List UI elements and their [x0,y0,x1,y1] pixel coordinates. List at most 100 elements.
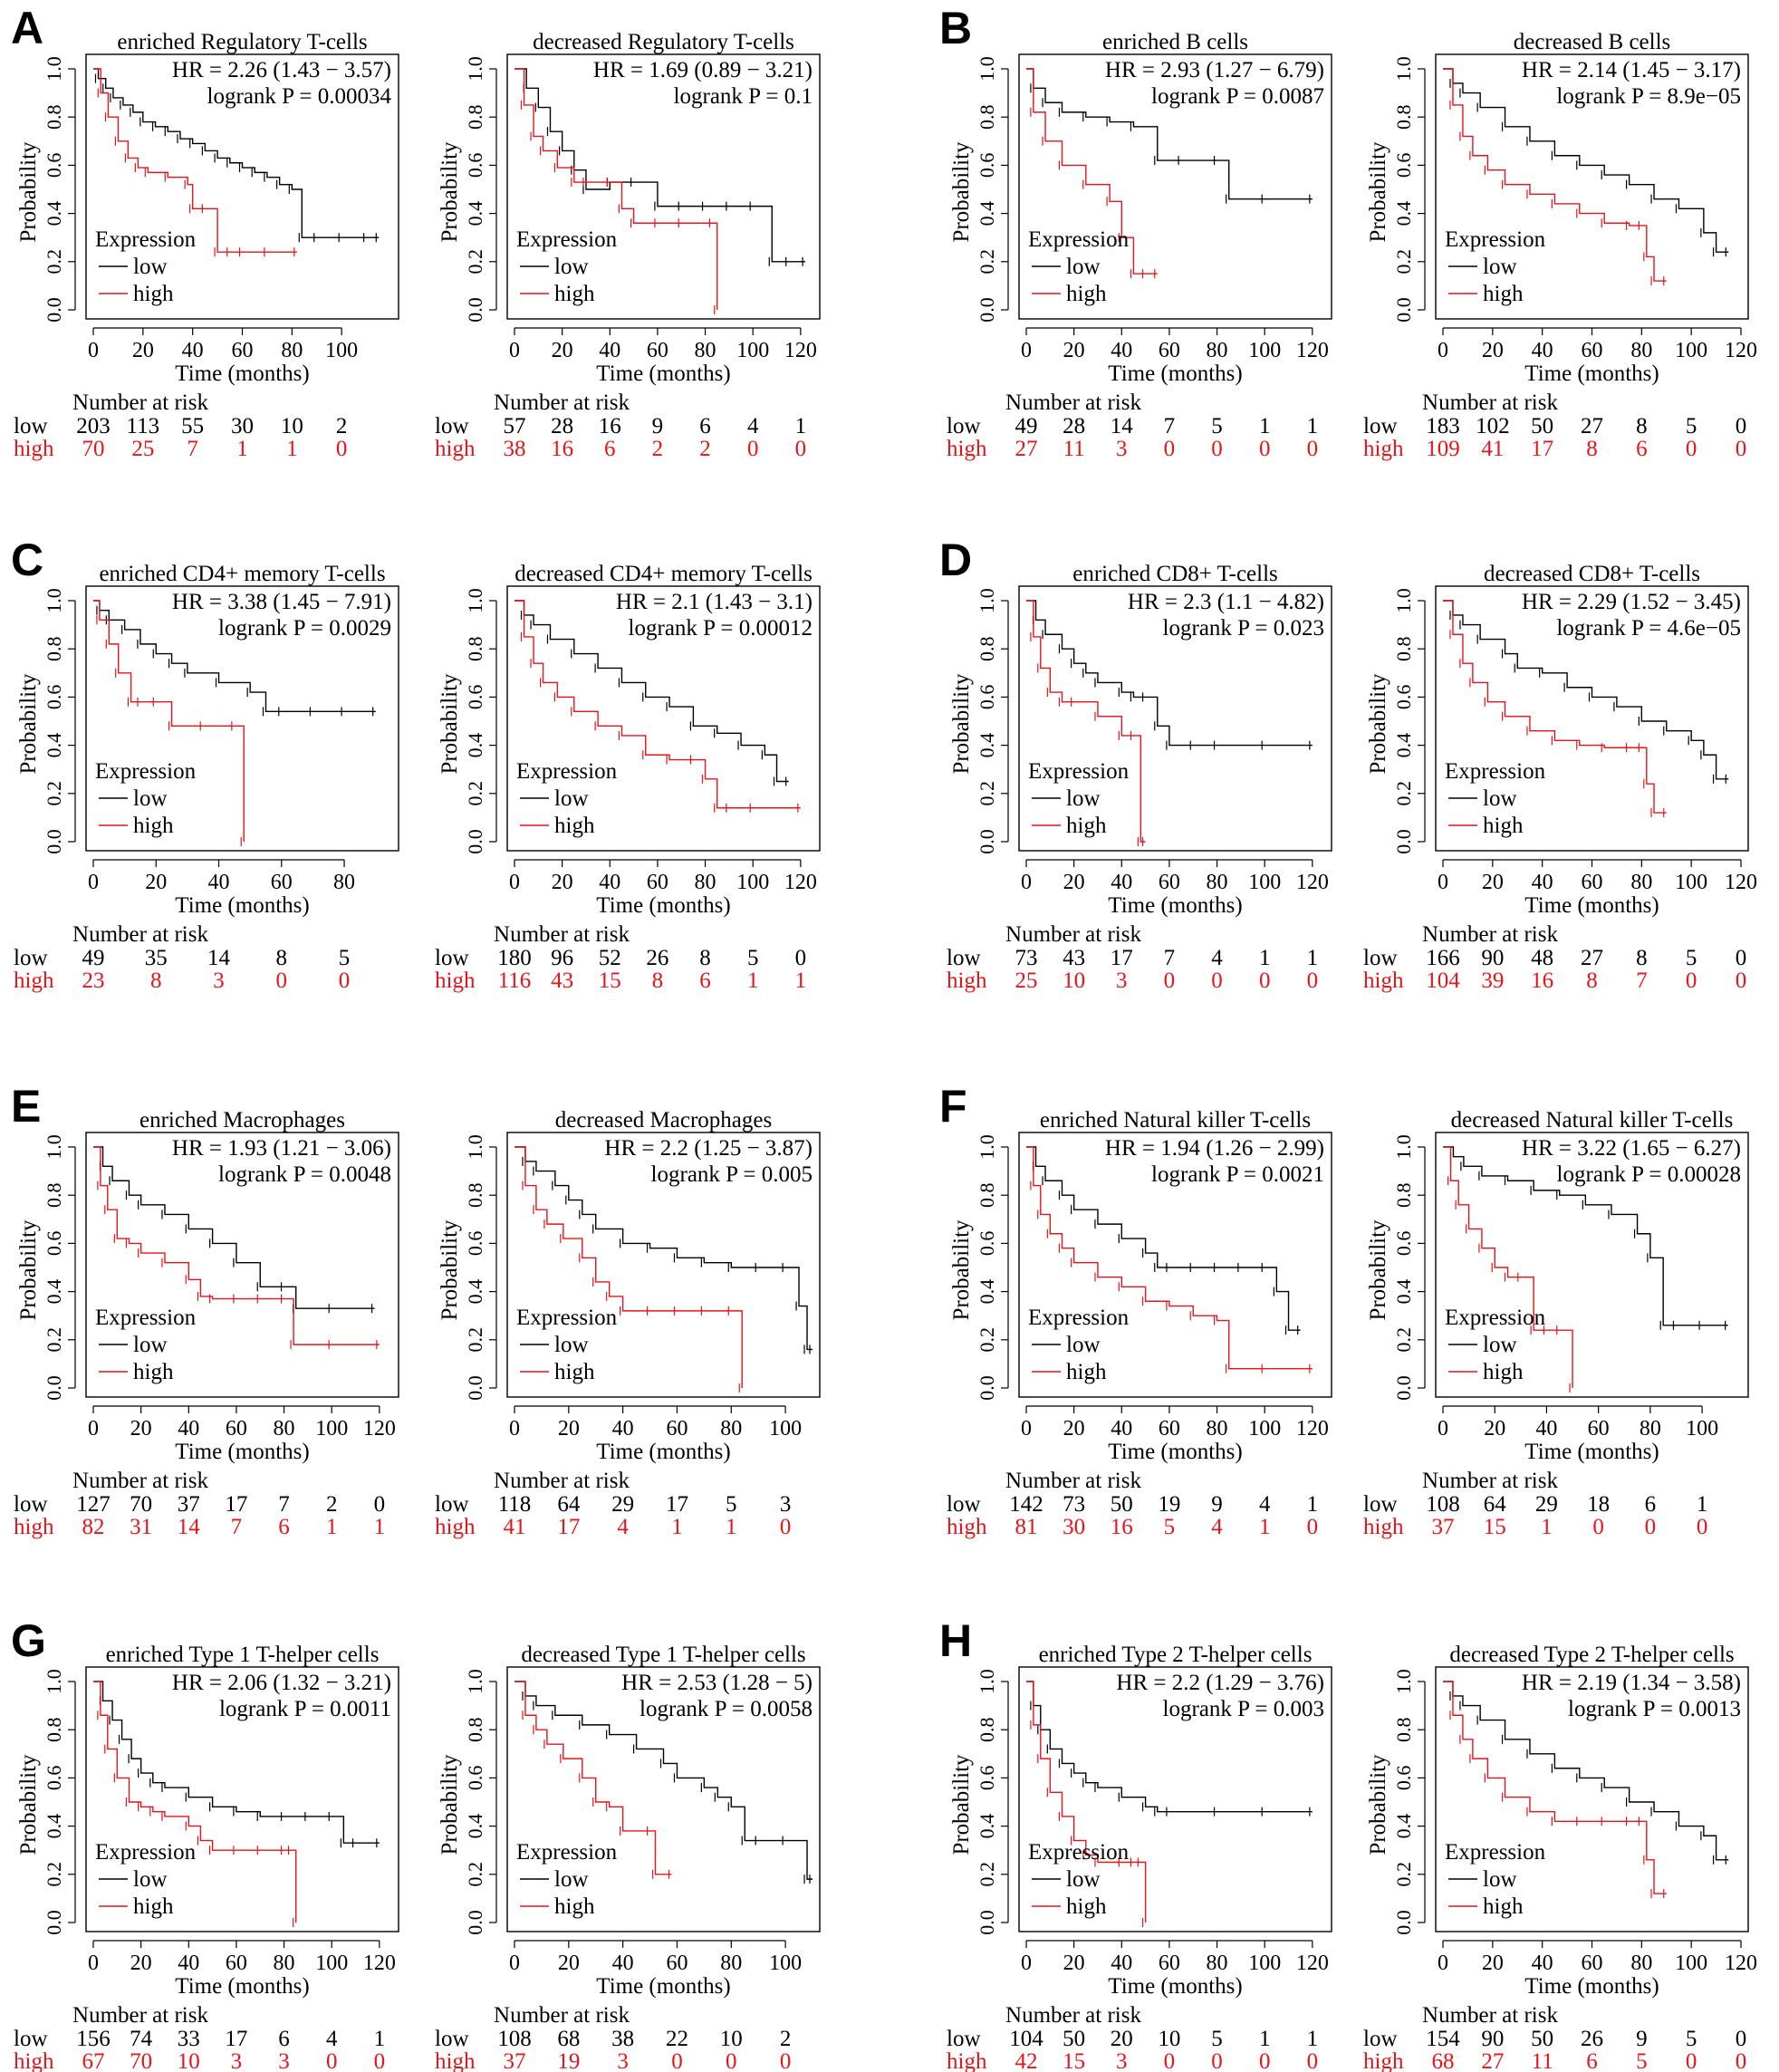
chart-title: enriched Natural killer T-cells [1040,1108,1311,1132]
risk-count-high: 0 [726,2049,737,2072]
risk-count-high: 7 [231,1515,243,1539]
chart-title: enriched CD8+ T-cells [1072,562,1278,586]
risk-count-high: 82 [82,1515,105,1539]
km-panel: decreased Macrophages HR = 2.2 (1.25 − 3.… [435,1108,821,1539]
y-tick-label: 0.2 [43,1862,65,1887]
y-axis-label: Probability [949,141,974,243]
y-tick-label: 0.0 [43,829,65,854]
y-tick-label: 0.0 [43,1910,65,1935]
y-tick-label: 0.4 [976,733,998,758]
risk-count-low: 127 [76,1492,111,1517]
risk-count-low: 19 [1158,1492,1180,1517]
risk-table-heading: Number at risk [494,922,630,947]
y-tick-label: 0.2 [1392,1862,1415,1887]
risk-count-low: 74 [130,2027,153,2051]
y-tick-label: 0.4 [976,1279,998,1305]
x-tick-label: 0 [509,339,520,362]
hazard-ratio: HR = 2.1 (1.43 − 3.1) [616,590,813,614]
plot-frame [85,1132,399,1398]
x-tick-label: 120 [1296,339,1329,362]
risk-count-low: 52 [599,946,621,970]
chart-title: enriched CD4+ memory T-cells [99,562,385,586]
survival-curve-low [93,1681,380,1844]
x-tick-label: 100 [1675,871,1707,894]
risk-count-high: 0 [374,2049,386,2072]
survival-curve-high [1026,1146,1313,1370]
y-tick-label: 0.0 [976,1375,998,1401]
risk-count-low: 10 [281,414,303,438]
risk-count-low: 4 [1259,1492,1271,1517]
legend-label-high: high [554,282,595,306]
risk-count-high: 37 [504,2049,526,2072]
y-tick-label: 0.0 [976,297,998,323]
risk-table-heading: Number at risk [1422,922,1558,947]
risk-count-low: 1 [1697,1492,1708,1517]
risk-count-low: 50 [1531,2027,1553,2051]
risk-count-high: 116 [498,969,532,993]
risk-count-high: 0 [1686,437,1697,461]
x-tick-label: 100 [1248,339,1281,362]
risk-count-low: 0 [374,1492,386,1517]
survival-curve-high [1443,600,1667,814]
risk-count-high: 0 [1307,2049,1319,2072]
y-tick-label: 1.0 [43,1669,65,1694]
legend-label-low: low [554,1333,589,1357]
x-tick-label: 80 [720,1417,742,1441]
risk-count-low: 3 [780,1492,792,1517]
risk-count-low: 1 [1259,414,1271,438]
plot-frame [1018,1666,1332,1932]
risk-count-low: 5 [1211,414,1223,438]
legend-label-high: high [1483,1360,1524,1384]
y-tick-label: 0.0 [464,829,486,854]
risk-count-low: 0 [1736,2027,1747,2051]
risk-count-low: 1 [1307,414,1319,438]
legend-label-high: high [133,1894,174,1919]
plot-frame [506,1666,821,1932]
x-tick-label: 20 [1482,339,1504,362]
legend-title: Expression [95,1840,197,1865]
hazard-ratio: HR = 2.06 (1.32 − 3.21) [172,1671,391,1695]
risk-row-label-high: high [435,2049,476,2072]
x-tick-label: 0 [509,871,520,894]
risk-count-low: 50 [1531,414,1553,438]
x-tick-label: 0 [509,1417,520,1441]
risk-count-high: 1 [374,1515,386,1539]
y-tick-label: 0.8 [464,1717,486,1742]
risk-count-high: 0 [1211,437,1223,461]
y-axis-label: Probability [438,1219,462,1321]
risk-count-low: 9 [1636,2027,1648,2051]
x-tick-label: 60 [1159,339,1180,362]
risk-count-high: 70 [82,437,105,461]
risk-count-low: 90 [1481,946,1504,970]
risk-count-low: 27 [1581,946,1603,970]
x-tick-label: 0 [1021,1952,1032,1975]
x-tick-label: 60 [1159,1952,1180,1975]
risk-row-label-high: high [1363,2049,1404,2072]
y-tick-label: 0.0 [976,829,998,854]
y-tick-label: 0.6 [976,1766,998,1791]
x-tick-label: 100 [769,1952,802,1975]
risk-count-high: 0 [1645,1515,1657,1539]
legend-label-high: high [1483,282,1524,306]
legend-label-high: high [1483,814,1524,838]
y-tick-label: 0.6 [976,685,998,710]
risk-count-high: 37 [1432,1515,1455,1539]
risk-count-high: 17 [1531,437,1553,461]
km-panel: decreased CD4+ memory T-cells HR = 2.1 (1… [435,562,821,993]
risk-count-high: 4 [617,1515,629,1539]
logrank-p: logrank P = 0.0011 [219,1697,391,1721]
risk-count-low: 102 [1476,414,1510,438]
risk-count-high: 8 [652,969,664,993]
risk-count-high: 0 [1259,969,1271,993]
risk-count-high: 10 [178,2049,200,2072]
risk-count-high: 1 [726,1515,737,1539]
chart-title: decreased Natural killer T-cells [1451,1108,1734,1132]
risk-count-low: 0 [1736,414,1747,438]
y-tick-label: 0.4 [43,1279,65,1305]
risk-count-high: 43 [551,969,573,993]
x-axis-label: Time (months) [175,361,309,386]
risk-count-high: 109 [1426,437,1460,461]
x-axis-label: Time (months) [1108,1440,1242,1464]
risk-row-label-low: low [435,1492,469,1517]
risk-count-high: 0 [1259,437,1271,461]
